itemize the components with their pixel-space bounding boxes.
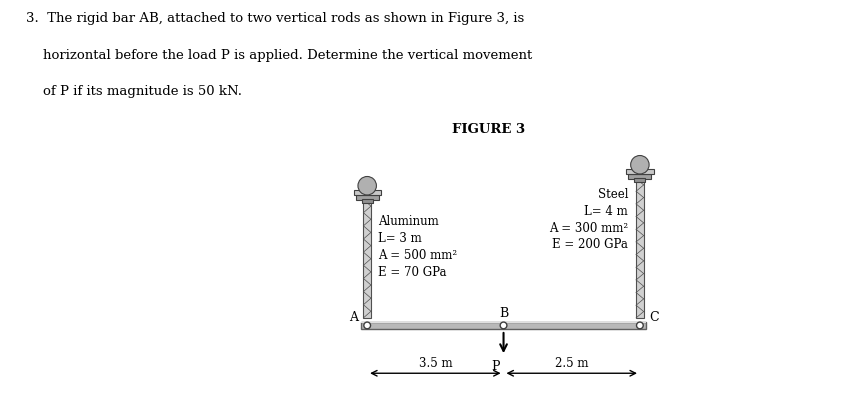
Text: horizontal before the load P is applied. Determine the vertical movement: horizontal before the load P is applied.… xyxy=(26,49,532,62)
Bar xyxy=(363,200,371,318)
Text: L= 4 m: L= 4 m xyxy=(585,204,628,217)
Text: B: B xyxy=(499,306,508,319)
Bar xyxy=(361,322,646,329)
Bar xyxy=(634,178,645,182)
Bar xyxy=(362,199,373,203)
Text: C: C xyxy=(649,311,659,324)
Text: P: P xyxy=(491,359,500,372)
Text: L= 3 m: L= 3 m xyxy=(378,232,421,245)
Bar xyxy=(361,322,646,324)
Text: A: A xyxy=(349,311,358,324)
Text: E = 70 GPa: E = 70 GPa xyxy=(378,265,446,278)
Circle shape xyxy=(500,322,507,329)
Text: E = 200 GPa: E = 200 GPa xyxy=(552,238,628,251)
Text: 3.  The rigid bar AB, attached to two vertical rods as shown in Figure 3, is: 3. The rigid bar AB, attached to two ver… xyxy=(26,12,524,25)
Bar xyxy=(356,196,379,200)
Text: A = 500 mm²: A = 500 mm² xyxy=(378,248,457,261)
Text: Steel: Steel xyxy=(598,188,628,200)
Bar xyxy=(354,190,381,196)
Text: FIGURE 3: FIGURE 3 xyxy=(452,123,525,136)
Text: Aluminum: Aluminum xyxy=(378,215,439,228)
Text: 3.5 m: 3.5 m xyxy=(419,356,452,369)
Bar xyxy=(626,170,654,175)
Bar xyxy=(636,179,644,318)
Circle shape xyxy=(631,156,649,175)
Circle shape xyxy=(364,322,370,329)
Text: of P if its magnitude is 50 kN.: of P if its magnitude is 50 kN. xyxy=(26,85,242,98)
Text: A = 300 mm²: A = 300 mm² xyxy=(549,221,628,234)
Text: 2.5 m: 2.5 m xyxy=(555,356,588,369)
Circle shape xyxy=(358,177,376,196)
Circle shape xyxy=(637,322,644,329)
Bar xyxy=(628,175,651,179)
